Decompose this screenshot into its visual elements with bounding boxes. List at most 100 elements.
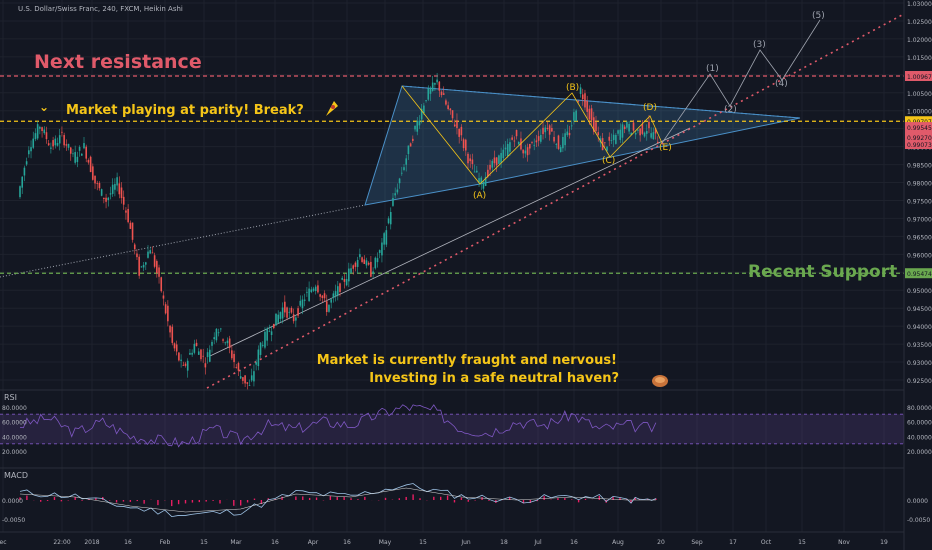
candle-body (197, 351, 200, 355)
candle-body (595, 122, 597, 132)
candle-body (456, 120, 458, 129)
candle-body (451, 110, 454, 119)
rsi-label: RSI (4, 393, 17, 402)
candle-body (440, 91, 443, 96)
candle-body (412, 138, 414, 141)
time-tick-label: 16 (570, 539, 578, 546)
candle-body (469, 158, 472, 162)
candle-body (438, 81, 441, 91)
price-tick-label: 0.97500 (907, 198, 932, 205)
candle-body (284, 301, 286, 313)
candle-body (528, 144, 531, 149)
time-tick-label: 19 (880, 539, 888, 546)
candle-body (513, 140, 516, 142)
candle-body (590, 108, 593, 121)
candle-body (52, 140, 54, 147)
candle-body (487, 169, 489, 177)
candle-body (138, 256, 140, 276)
candle-body (608, 136, 611, 141)
candle-body (509, 142, 511, 152)
candle-body (416, 120, 419, 132)
candle-body (43, 129, 46, 134)
candle-body (374, 257, 377, 269)
candle-body (562, 137, 564, 149)
candle-body (425, 100, 427, 102)
candle-body (30, 147, 32, 152)
candle-body (200, 349, 202, 360)
candle-body (473, 171, 476, 173)
rsi-tick-label-left: 60.0000 (2, 420, 27, 427)
candle-body (458, 128, 460, 137)
time-axis-labels[interactable]: ec 22:00 2018 16 Feb 15 Mar 16 Apr 16 May 15 Jun 18 Ju… (0, 539, 888, 546)
candle-body (67, 143, 70, 148)
price-label-bg (905, 138, 932, 149)
time-tick-label: 22:00 (53, 539, 70, 546)
candle-body (266, 328, 268, 341)
candle-body (122, 196, 125, 205)
candle-body (429, 88, 432, 94)
candle-body (515, 130, 518, 137)
wave-d-label: (D) (643, 103, 657, 113)
proj-3-label: (3) (753, 40, 766, 50)
candle-body (248, 385, 251, 386)
candle-body (94, 175, 96, 184)
time-tick-label: Feb (160, 539, 171, 546)
candle-body (339, 283, 341, 292)
candle-body (480, 177, 483, 184)
nervous-market-line2[interactable]: Investing in a safe neutral haven? (369, 371, 619, 386)
candle-body (215, 328, 218, 341)
candle-body (566, 131, 569, 136)
time-tick-label: Nov (838, 539, 850, 546)
candle-body (478, 178, 480, 183)
candle-body (447, 105, 449, 110)
price-label-text: 1.00967 (907, 74, 932, 81)
recent-support-label[interactable]: Recent Support (748, 262, 897, 282)
chocolate-icon (652, 375, 668, 387)
candle-body (394, 193, 396, 196)
candle-body (80, 153, 83, 156)
candle-body (323, 293, 326, 299)
candle-body (546, 127, 549, 130)
candle-body (259, 342, 262, 355)
parity-label[interactable]: Market playing at parity! Break? (66, 103, 304, 118)
candle-body (142, 264, 145, 268)
candle-body (153, 255, 156, 267)
candle-body (577, 100, 580, 102)
candle-body (348, 268, 350, 282)
rsi-tick-label-left: 20.0000 (2, 449, 27, 456)
candle-body (354, 262, 357, 267)
nervous-market-line1[interactable]: Market is currently fraught and nervous! (317, 353, 617, 368)
candle-body (317, 285, 319, 293)
candle-body (136, 253, 138, 258)
candles (19, 73, 659, 390)
candle-body (370, 261, 372, 277)
candle-body (303, 299, 306, 301)
candle-body (330, 299, 332, 303)
candle-body (297, 308, 299, 316)
candle-body (570, 125, 573, 127)
price-label-text: 0.95474 (907, 271, 932, 278)
candle-body (186, 360, 189, 371)
next-resistance-label[interactable]: Next resistance (34, 51, 202, 73)
candle-body (239, 376, 242, 379)
candle-body (312, 288, 315, 291)
long-dotted-trendline (0, 204, 366, 278)
candle-body (21, 176, 24, 188)
rising-trendline (209, 127, 691, 357)
price-label-bg (905, 131, 932, 142)
candle-body (630, 132, 633, 136)
candle-body (270, 331, 273, 335)
candle-body (579, 87, 582, 94)
candle-body (634, 133, 637, 135)
price-axis-labels: 1.009670.997070.990730.995450.992700.954… (905, 70, 932, 279)
candle-body (460, 126, 463, 136)
candle-body (140, 266, 143, 268)
candle-body (87, 160, 90, 163)
candle-body (467, 153, 469, 164)
time-tick-label: Oct (761, 539, 772, 546)
candle-body (164, 304, 167, 314)
candle-body (617, 130, 619, 134)
candle-body (34, 133, 37, 140)
candle-body (92, 166, 94, 180)
